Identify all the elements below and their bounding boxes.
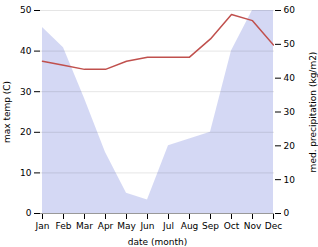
svg-text:10: 10 [20, 168, 32, 178]
svg-text:40: 40 [284, 73, 296, 83]
svg-text:50: 50 [284, 39, 296, 49]
svg-text:Mar: Mar [76, 221, 93, 231]
svg-text:50: 50 [20, 5, 32, 15]
svg-text:Jan: Jan [35, 221, 50, 231]
svg-text:max temp (C): max temp (C) [2, 81, 12, 143]
svg-text:Oct: Oct [224, 221, 240, 231]
svg-text:Jul: Jul [162, 221, 174, 231]
svg-text:date (month): date (month) [128, 237, 187, 247]
svg-text:40: 40 [20, 46, 32, 56]
svg-text:med. precipitation (kg/m2): med. precipitation (kg/m2) [308, 52, 318, 173]
svg-text:30: 30 [284, 107, 296, 117]
svg-text:Nov: Nov [244, 221, 262, 231]
svg-text:0: 0 [26, 208, 32, 218]
svg-text:10: 10 [284, 175, 296, 185]
svg-text:Sep: Sep [202, 221, 219, 231]
svg-text:20: 20 [20, 127, 32, 137]
svg-text:Jun: Jun [139, 221, 154, 231]
svg-text:Apr: Apr [98, 221, 114, 231]
svg-text:Dec: Dec [265, 221, 282, 231]
svg-text:0: 0 [284, 208, 290, 218]
svg-text:Aug: Aug [181, 221, 199, 231]
svg-text:20: 20 [284, 141, 296, 151]
svg-text:30: 30 [20, 87, 32, 97]
svg-text:60: 60 [284, 5, 296, 15]
svg-text:Feb: Feb [56, 221, 72, 231]
svg-text:May: May [117, 221, 136, 231]
